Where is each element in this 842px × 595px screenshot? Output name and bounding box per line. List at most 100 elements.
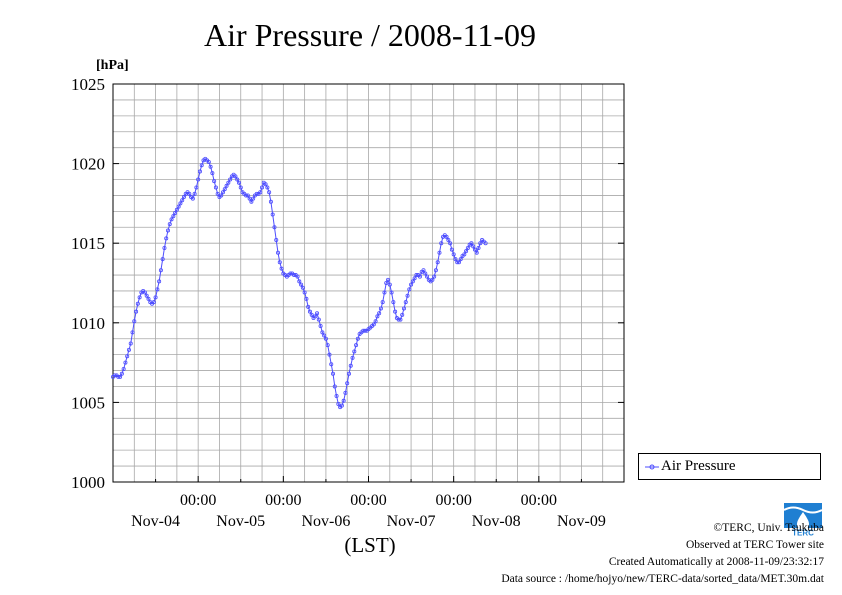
data-point [409, 282, 414, 287]
data-point [210, 171, 215, 176]
data-point [267, 190, 272, 195]
data-point [126, 347, 131, 352]
data-point [268, 199, 273, 204]
data-point [405, 293, 410, 298]
data-point [224, 183, 229, 188]
data-point [455, 260, 460, 265]
data-point [458, 257, 463, 262]
data-point [272, 225, 277, 230]
series-line-air-pressure [112, 158, 486, 408]
terc-logo: TERC [784, 503, 822, 537]
data-point [144, 293, 149, 298]
data-point [130, 330, 135, 335]
y-axis: 1000 1005 1010 1015 1020 1025 [71, 75, 624, 492]
data-point [478, 241, 483, 246]
data-point [331, 371, 336, 376]
data-point [279, 266, 284, 271]
data-point [212, 179, 217, 184]
data-point [307, 309, 312, 314]
data-point [295, 274, 300, 279]
data-point [325, 343, 330, 348]
data-point [449, 247, 454, 252]
data-point [306, 304, 311, 309]
data-point [254, 191, 259, 196]
series-points [111, 156, 488, 410]
data-point [112, 373, 117, 378]
legend-marker-icon [645, 464, 659, 470]
data-point [354, 343, 359, 348]
data-point [469, 241, 474, 246]
data-point [350, 355, 355, 360]
data-point [371, 322, 376, 327]
data-point [407, 287, 412, 292]
x-date-label: Nov-07 [387, 513, 436, 530]
data-point [167, 222, 172, 227]
data-point [437, 250, 442, 255]
data-point [318, 323, 323, 328]
data-point [398, 317, 403, 322]
data-point [169, 217, 174, 222]
data-point [196, 177, 201, 182]
data-point [118, 374, 123, 379]
data-point [444, 234, 449, 239]
data-point [425, 274, 430, 279]
data-point [174, 207, 179, 212]
data-point [233, 174, 238, 179]
x-tick-label: 00:00 [435, 492, 471, 509]
data-point [393, 309, 398, 314]
data-point [352, 349, 357, 354]
data-point [414, 273, 419, 278]
chart-title: Air Pressure / 2008-11-09 [204, 17, 536, 53]
data-point [336, 401, 341, 406]
data-point [135, 301, 140, 306]
data-point [417, 274, 422, 279]
data-point [471, 244, 476, 249]
data-point [221, 190, 226, 195]
data-point [327, 352, 332, 357]
data-point [164, 236, 169, 241]
data-point [251, 196, 256, 201]
data-point [315, 311, 320, 316]
data-point [222, 187, 227, 192]
data-point [384, 280, 389, 285]
data-point [274, 238, 279, 243]
data-point [236, 180, 241, 185]
grid [113, 84, 624, 482]
data-point [412, 276, 417, 281]
data-point [157, 279, 162, 284]
data-point [343, 390, 348, 395]
data-point [194, 185, 199, 190]
data-point [132, 319, 137, 324]
data-point [244, 193, 249, 198]
data-point [263, 182, 268, 187]
data-point [451, 252, 456, 257]
y-tick-label: 1005 [71, 393, 105, 412]
data-point [313, 314, 318, 319]
data-point [302, 290, 307, 295]
data-point [155, 287, 160, 292]
data-point [199, 163, 204, 168]
data-point [300, 285, 305, 290]
data-point [462, 252, 467, 257]
legend-label: Air Pressure [661, 458, 736, 474]
data-point [341, 398, 346, 403]
data-point [382, 290, 387, 295]
data-point [386, 277, 391, 282]
y-tick-label: 1025 [71, 75, 105, 94]
data-point [446, 238, 451, 243]
data-point [448, 241, 453, 246]
data-point [125, 354, 130, 359]
data-point [121, 366, 126, 371]
data-point [453, 257, 458, 262]
y-tick-label: 1010 [71, 314, 105, 333]
data-point [433, 268, 438, 273]
data-point [119, 371, 124, 376]
data-point [173, 210, 178, 215]
data-point [476, 245, 481, 250]
observed-text: Observed at TERC Tower site [685, 539, 824, 551]
data-point [291, 273, 296, 278]
data-point [396, 317, 401, 322]
data-point [116, 374, 121, 379]
data-point [151, 300, 156, 305]
